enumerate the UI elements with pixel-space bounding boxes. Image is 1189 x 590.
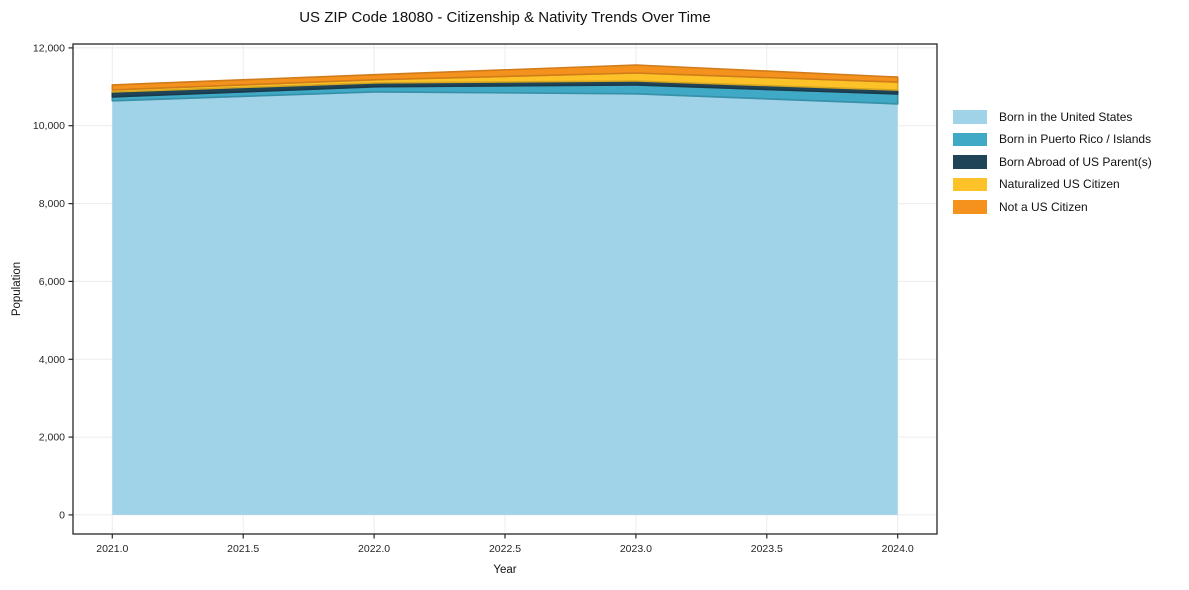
y-tick-label: 8,000 [39,198,65,210]
x-tick-label: 2022.5 [489,543,521,555]
area-series-0 [112,91,898,515]
legend-item: Born in Puerto Rico / Islands [953,132,1152,147]
legend-swatch [953,155,987,169]
x-tick-label: 2023.5 [751,543,783,555]
legend-swatch [953,132,987,146]
legend-item: Naturalized US Citizen [953,177,1152,192]
legend-item: Not a US Citizen [953,200,1152,214]
legend-label: Born Abroad of US Parent(s) [999,154,1152,169]
legend-label: Born in the United States [999,109,1133,124]
y-axis-label: Population [11,261,23,317]
x-tick-label: 2023.0 [620,543,652,555]
y-tick-label: 12,000 [33,42,65,54]
chart-title: US ZIP Code 18080 - Citizenship & Nativi… [299,9,711,26]
y-tick-label: 6,000 [39,276,65,288]
area-series-4 [111,64,899,91]
legend-label: Not a US Citizen [999,199,1088,214]
legend-item: Born Abroad of US Parent(s) [953,155,1152,169]
legend-swatch [953,200,987,214]
x-tick-label: 2021.5 [227,543,259,555]
legend-swatch [953,110,987,124]
x-tick-label: 2021.0 [96,543,128,555]
legend-item: Born in the United States [953,110,1152,124]
legend: Born in the United States Born in Puerto … [953,110,1152,223]
legend-label: Born in Puerto Rico / Islands [999,132,1152,147]
legend-swatch [953,177,987,191]
y-tick-label: 10,000 [33,120,65,132]
x-tick-label: 2024.0 [882,543,914,555]
x-tick-label: 2022.0 [358,543,390,555]
y-tick-label: 0 [59,509,65,521]
y-tick-label: 2,000 [39,432,65,444]
y-tick-label: 4,000 [39,354,65,366]
legend-label: Naturalized US Citizen [999,177,1120,192]
x-axis-label: Year [493,564,517,576]
